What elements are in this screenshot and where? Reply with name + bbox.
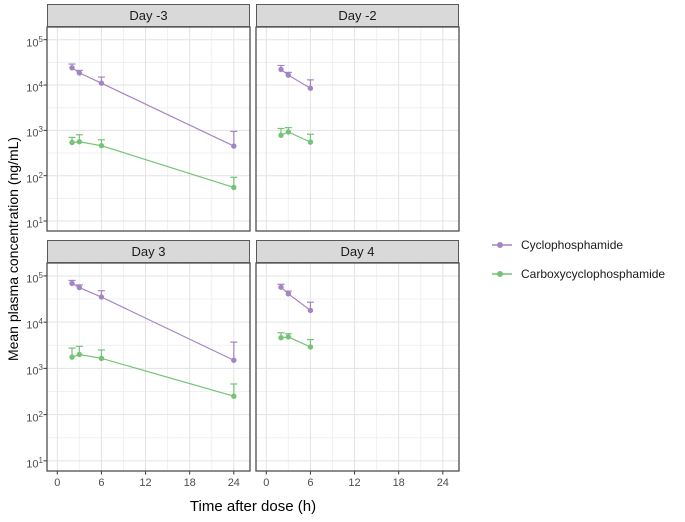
legend-key-point	[497, 241, 503, 248]
panel-background	[256, 263, 459, 471]
x-tick-label: 6	[98, 477, 105, 489]
data-point	[69, 139, 75, 146]
facet-strip-label: Day -3	[129, 8, 168, 23]
y-tick-label: 105	[26, 34, 43, 50]
facet-strip-label: Day 4	[340, 244, 375, 259]
x-tick-label: 12	[139, 477, 152, 489]
series-line	[71, 353, 234, 397]
x-tick-label: 0	[54, 477, 61, 489]
data-point	[307, 85, 314, 91]
legend-entry-cyclophosphamide: Cyclophosphamide	[491, 230, 665, 259]
data-point	[69, 354, 75, 360]
data-point	[69, 65, 75, 71]
x-tick-label: 24	[436, 477, 449, 489]
data-point	[278, 132, 284, 138]
data-point	[231, 143, 237, 149]
data-point	[98, 80, 105, 86]
y-tick-label: 101	[26, 216, 43, 231]
data-point	[231, 393, 237, 399]
y-tick-label: 104	[26, 317, 43, 332]
facet-strip-label: Day -2	[338, 8, 377, 23]
legend-label: Cyclophosphamide	[521, 237, 624, 252]
data-point	[307, 344, 314, 350]
data-point	[69, 280, 75, 287]
panel-border	[46, 26, 251, 232]
panel-background	[256, 27, 459, 231]
data-point	[278, 335, 284, 341]
x-tick-label: 0	[263, 477, 270, 489]
y-tick-label: 103	[26, 125, 43, 141]
x-tick-label: 6	[307, 477, 314, 489]
data-point	[285, 291, 292, 297]
data-point	[285, 334, 292, 340]
series-line	[71, 282, 235, 361]
legend-key-point	[497, 270, 503, 277]
legend-entry-carboxycyclophosphamide: Carboxycyclophosphamide	[491, 259, 665, 288]
panel-background	[47, 27, 250, 231]
data-point	[278, 66, 284, 73]
data-point	[76, 139, 83, 145]
data-point	[285, 72, 292, 78]
x-axis-title: Time after dose (h)	[189, 498, 317, 515]
series-line	[71, 67, 235, 147]
data-point	[76, 70, 83, 76]
panel-border	[255, 26, 460, 232]
facet-strip-day-4: Day 4	[256, 240, 459, 263]
data-point	[231, 357, 237, 363]
data-point	[76, 284, 83, 291]
data-point	[285, 129, 292, 135]
facet-strip-day-3: Day 3	[47, 240, 250, 263]
legend: Cyclophosphamide Carboxycyclophosphamide	[491, 230, 665, 288]
facet-strip-day-minus-2: Day -2	[256, 4, 459, 27]
point-line-key-icon	[492, 270, 512, 277]
panel-border	[46, 262, 251, 472]
panel-background	[47, 263, 250, 471]
series-line	[71, 141, 234, 189]
x-tick-label: 18	[392, 477, 405, 489]
x-tick-label: 18	[183, 477, 196, 489]
data-point	[98, 142, 105, 149]
x-tick-label: 12	[348, 477, 361, 489]
x-tick-label: 24	[227, 477, 240, 489]
data-point	[307, 139, 314, 145]
y-tick-label: 103	[26, 363, 43, 379]
y-tick-label: 102	[26, 409, 43, 425]
data-point	[76, 351, 83, 358]
legend-label: Carboxycyclophosphamide	[521, 266, 666, 281]
y-tick-label: 104	[26, 80, 43, 95]
y-tick-label: 102	[26, 170, 43, 186]
point-line-key-icon	[492, 241, 512, 248]
facet-strip-label: Day 3	[131, 244, 166, 259]
data-point	[98, 294, 105, 300]
data-point	[98, 355, 105, 362]
panel-border	[255, 262, 460, 472]
y-tick-label: 101	[26, 455, 43, 471]
data-point	[278, 284, 284, 290]
facet-strip-day-minus-3: Day -3	[47, 4, 250, 27]
data-point	[307, 307, 314, 314]
y-tick-label: 105	[26, 270, 43, 286]
data-point	[231, 184, 237, 191]
